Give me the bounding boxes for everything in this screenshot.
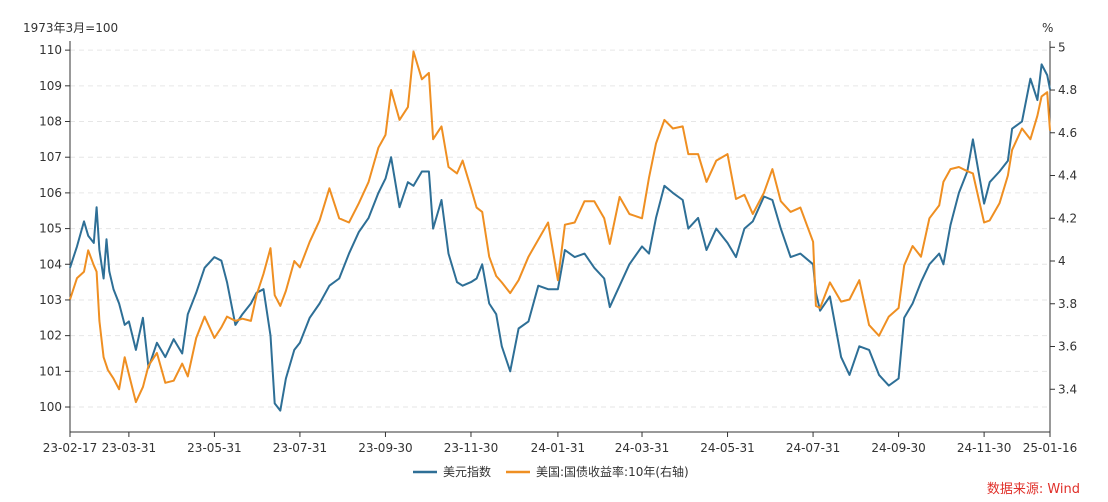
legend-label: 美元指数 (443, 464, 491, 479)
left-tick-label: 101 (39, 364, 62, 378)
legend-label: 美国:国债收益率:10年(右轴) (536, 464, 689, 479)
left-tick-label: 102 (39, 329, 62, 343)
right-y-axis: 3.4 3.6 3.8 4 4.2 4.4 4.6 4.8 5 (1050, 40, 1077, 396)
left-tick-label: 109 (39, 79, 62, 93)
x-tick-label: 23-07-31 (273, 441, 327, 455)
right-tick-label: 4 (1058, 254, 1066, 268)
x-tick-label: 24-07-31 (786, 441, 840, 455)
left-tick-label: 105 (39, 222, 62, 236)
legend: 美元指数 美国:国债收益率:10年(右轴) (413, 464, 689, 479)
right-tick-label: 4.8 (1058, 83, 1077, 97)
series-line-us10y (69, 50, 1051, 404)
data-source: 数据来源: Wind (987, 482, 1080, 497)
right-tick-label: 3.6 (1058, 340, 1077, 354)
grid-lines (70, 49, 1050, 408)
x-tick-label: 24-03-31 (615, 441, 669, 455)
left-y-axis: 100 101 102 103 104 105 106 107 108 109 110 (39, 43, 70, 414)
right-axis-unit: % (1042, 21, 1053, 35)
series-line-dxy (69, 63, 1051, 412)
x-tick-label: 24-09-30 (871, 441, 925, 455)
left-tick-label: 108 (39, 115, 62, 129)
left-tick-label: 106 (39, 186, 62, 200)
right-tick-label: 3.8 (1058, 297, 1077, 311)
right-tick-label: 3.4 (1058, 382, 1077, 396)
right-tick-label: 5 (1058, 40, 1066, 54)
x-tick-label: 23-11-30 (444, 441, 498, 455)
x-tick-label: 23-05-31 (187, 441, 241, 455)
series-lines (69, 50, 1051, 412)
left-tick-label: 103 (39, 293, 62, 307)
x-tick-label: 23-03-31 (102, 441, 156, 455)
x-tick-label: 25-01-16 (1023, 441, 1077, 455)
right-tick-label: 4.6 (1058, 126, 1077, 140)
x-tick-label: 23-02-17 (43, 441, 97, 455)
x-tick-label: 24-11-30 (957, 441, 1011, 455)
left-tick-label: 104 (39, 257, 62, 271)
x-tick-label: 23-09-30 (358, 441, 412, 455)
right-tick-label: 4.4 (1058, 169, 1077, 183)
x-tick-label: 24-01-31 (531, 441, 585, 455)
left-tick-label: 100 (39, 400, 62, 414)
left-tick-label: 107 (39, 150, 62, 164)
x-axis: 23-02-17 23-03-31 23-05-31 23-07-31 23-09-30… (43, 432, 1077, 455)
left-axis-unit: 1973年3月=100 (23, 21, 118, 35)
axes (69, 41, 1051, 433)
x-tick-label: 24-05-31 (700, 441, 754, 455)
right-tick-label: 4.2 (1058, 211, 1077, 225)
left-tick-label: 110 (39, 43, 62, 57)
